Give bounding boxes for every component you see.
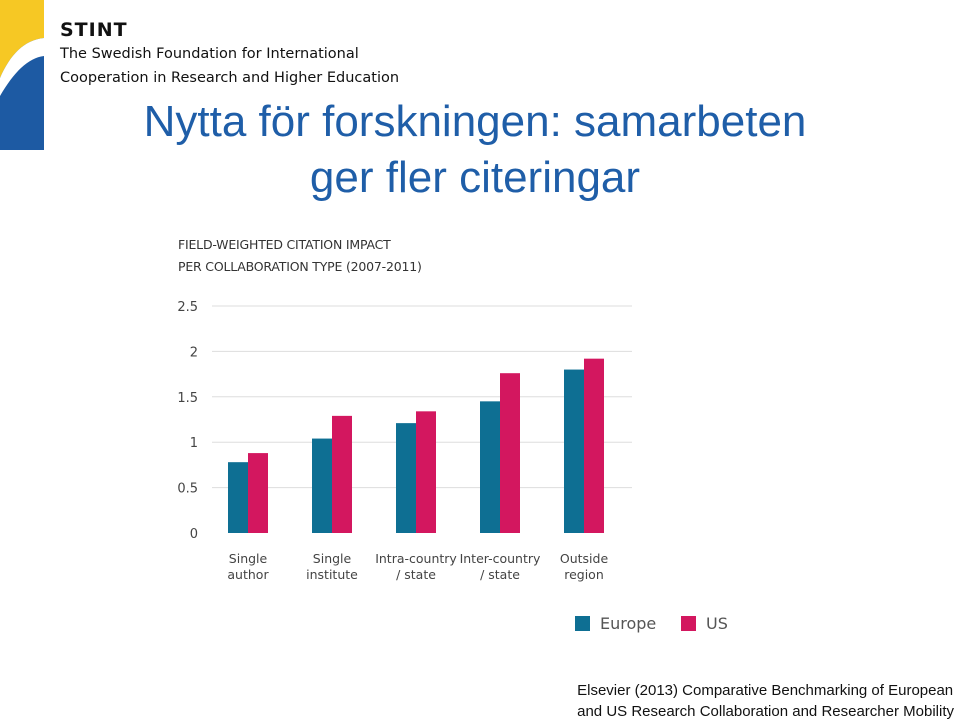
bar-us [332, 415, 352, 533]
legend-swatch-europe [575, 616, 590, 631]
y-tick-label: 2 [190, 345, 198, 360]
x-tick-label: Single [229, 551, 268, 566]
legend-label-europe: Europe [600, 614, 656, 633]
bar-us [248, 453, 268, 533]
bar-europe [564, 369, 584, 533]
x-tick-label: region [564, 567, 604, 582]
legend-label-us: US [706, 614, 728, 633]
y-tick-label: 0 [190, 527, 198, 542]
bar-europe [228, 462, 248, 533]
x-tick-label: author [227, 567, 269, 582]
org-name-line-2: Cooperation in Research and Higher Educa… [60, 70, 400, 86]
x-tick-label: Intra-country [375, 551, 457, 566]
y-tick-label: 1.5 [177, 391, 198, 406]
slide-title-line-2: ger fler citeringar [309, 153, 641, 202]
bar-us [584, 358, 604, 533]
source-citation: Elsevier (2013) Comparative Benchmarking… [577, 680, 954, 722]
org-short-name: STINT [60, 19, 128, 41]
chart-title-line-2: PER COLLABORATION TYPE (2007-2011) [178, 259, 422, 274]
citation-impact-chart: FIELD-WEIGHTED CITATION IMPACT PER COLLA… [170, 230, 750, 650]
chart-title: FIELD-WEIGHTED CITATION IMPACT PER COLLA… [178, 234, 422, 278]
bar-europe [396, 423, 416, 533]
org-name-line-1: The Swedish Foundation for International [60, 46, 359, 62]
organization-name: STINT The Swedish Foundation for Interna… [60, 18, 460, 90]
x-tick-label: Inter-country [460, 551, 541, 566]
chart-title-line-1: FIELD-WEIGHTED CITATION IMPACT [178, 237, 391, 252]
source-line-2: and US Research Collaboration and Resear… [577, 703, 954, 720]
bar-europe [312, 438, 332, 533]
x-tick-label: Outside [560, 551, 609, 566]
y-tick-label: 2.5 [177, 300, 198, 315]
bar-europe [480, 401, 500, 533]
stint-logo-icon [0, 0, 44, 150]
source-line-1: Elsevier (2013) Comparative Benchmarking… [577, 682, 954, 699]
bar-chart-plot: 00.511.522.5SingleauthorSingleinstituteI… [177, 300, 728, 633]
x-tick-label: Single [313, 551, 352, 566]
bar-us [500, 373, 520, 533]
slide-title: Nytta för forskningen: samarbeten ger fl… [40, 94, 910, 206]
slide-title-line-1: Nytta för forskningen: samarbeten [143, 97, 807, 146]
legend-swatch-us [681, 616, 696, 631]
bar-us [416, 411, 436, 533]
x-tick-label: / state [480, 567, 520, 582]
x-tick-label: / state [396, 567, 436, 582]
y-tick-label: 1 [190, 436, 198, 451]
y-tick-label: 0.5 [177, 482, 198, 497]
x-tick-label: institute [306, 567, 358, 582]
